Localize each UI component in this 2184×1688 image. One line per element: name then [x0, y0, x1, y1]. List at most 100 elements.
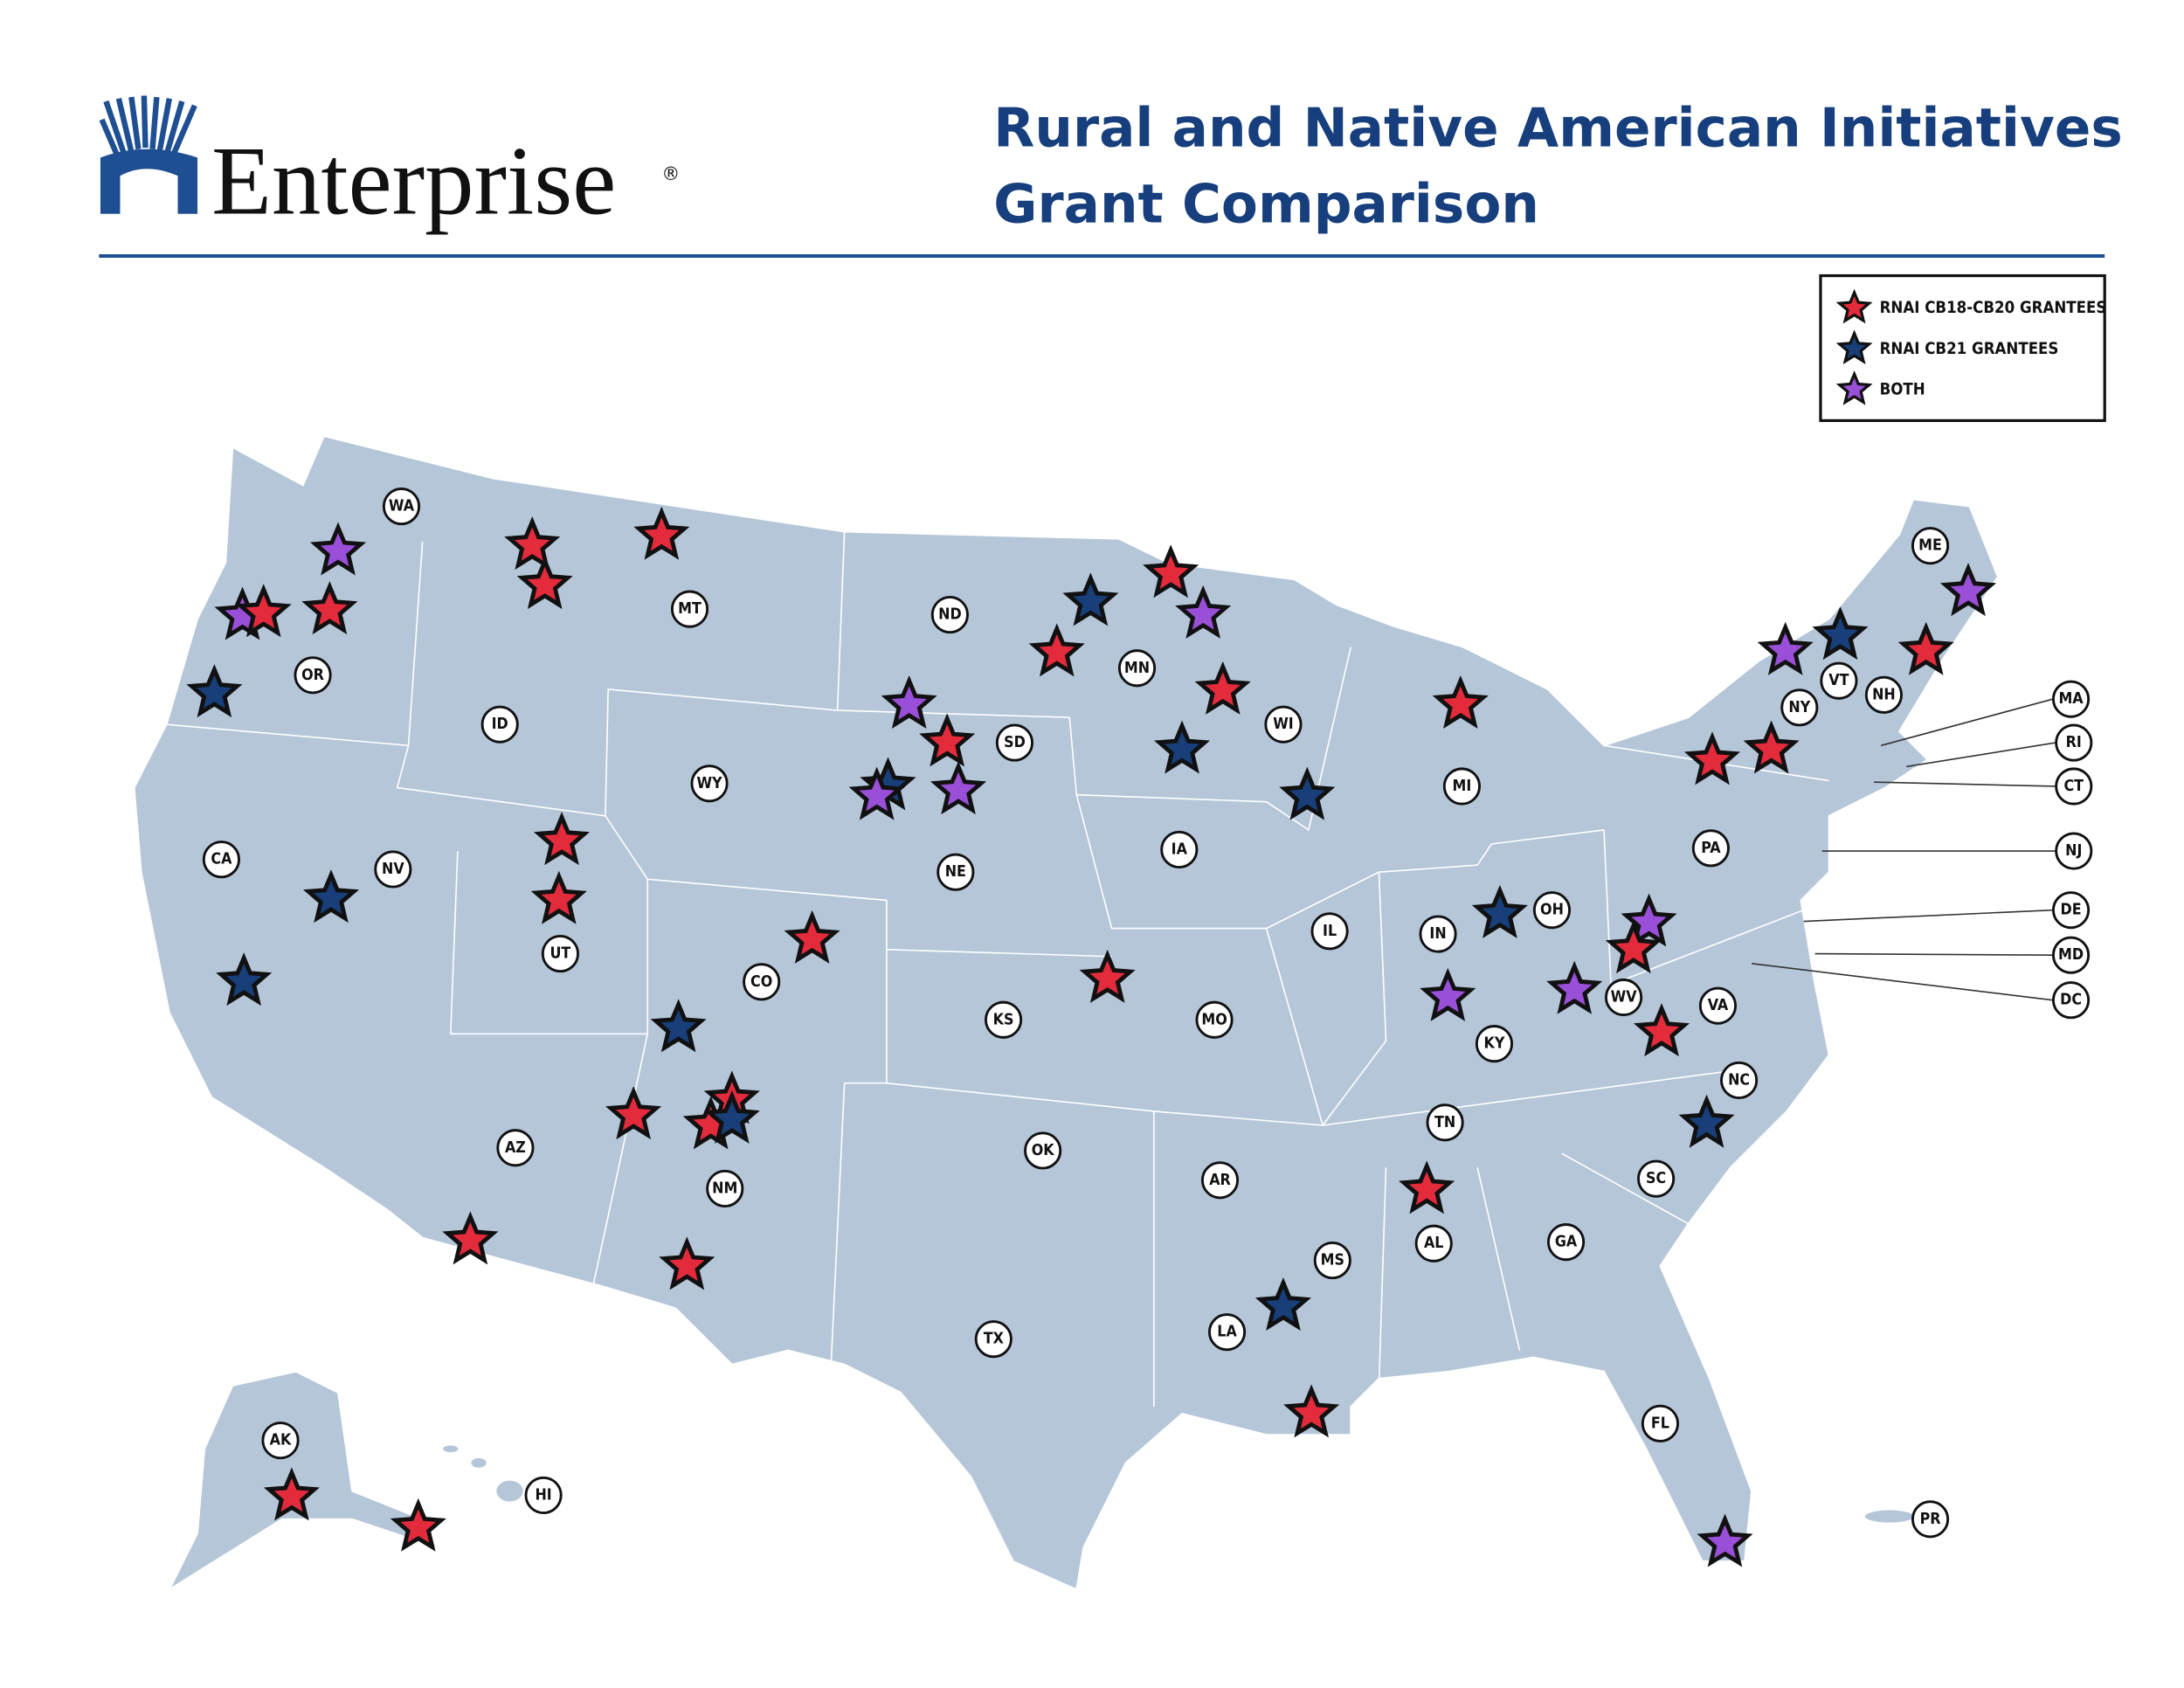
logo-registered: ®: [661, 163, 680, 184]
state-badge: [1264, 705, 1303, 744]
leader-line: [1751, 963, 2053, 1001]
grantee-star: [309, 522, 367, 576]
state-label: NC: [1728, 1071, 1750, 1089]
grantee-star: [235, 584, 292, 638]
grantee-star: [1471, 884, 1528, 938]
legend: RNAI CB18-CB20 GRANTEES RNAI CB21 GRANTEE…: [1835, 288, 2106, 405]
grantee-star: [1939, 563, 1997, 617]
state-badge: [1117, 649, 1157, 688]
grantee-star: [301, 581, 358, 635]
state-badge: [1720, 1061, 1759, 1100]
state-label: SD: [1004, 734, 1026, 751]
grantee-star: [1897, 621, 1954, 675]
state-label: VT: [1828, 672, 1849, 689]
state-label: NE: [945, 863, 966, 881]
hawaii: [469, 1456, 488, 1470]
state-label: WI: [1273, 716, 1294, 733]
state-badge: [1024, 1131, 1062, 1170]
state-label: SC: [1646, 1170, 1666, 1187]
state-label: ID: [492, 716, 508, 733]
legend-label: RNAI CB21 GRANTEES: [1880, 340, 2059, 358]
state-label: NM: [712, 1180, 737, 1197]
state-badge: [382, 488, 421, 526]
grantee-star: [1079, 949, 1136, 1003]
state-badge: [2051, 981, 2091, 1020]
puerto-rico: [1863, 1508, 1916, 1525]
state-label: MS: [1321, 1252, 1344, 1269]
state-badge: [524, 1476, 563, 1515]
state-badge: [1780, 688, 1819, 727]
state-badge: [480, 705, 519, 744]
stars: [186, 506, 1997, 1567]
us-map: [133, 434, 1999, 1592]
grantee-star: [1634, 1003, 1690, 1057]
state-label: MA: [2058, 690, 2084, 708]
title-line: Rural and Native American Initiatives: [993, 97, 2122, 159]
state-label: CO: [750, 973, 772, 991]
grantee-star: [784, 910, 840, 964]
hawaii: [441, 1443, 460, 1455]
state-label: CA: [211, 851, 232, 868]
grantee-star: [1605, 920, 1662, 974]
grantee-star: [530, 870, 587, 924]
state-badge: [1200, 1161, 1240, 1200]
grantee-star: [633, 506, 690, 560]
state-label: PA: [1701, 840, 1721, 857]
grantee-star: [605, 1086, 662, 1140]
state-badge: [1414, 1224, 1453, 1263]
state-badge: [1160, 830, 1199, 869]
state-label: KS: [993, 1011, 1014, 1028]
legend-star: [1835, 370, 1873, 405]
grantee-star: [1678, 1094, 1735, 1148]
state-badge: [2051, 936, 2091, 974]
grantee-star: [1028, 623, 1085, 677]
state-badge: [1911, 527, 1950, 565]
state-badge: [1864, 675, 1904, 714]
state-label: NY: [1788, 699, 1810, 716]
state-badge: [1310, 912, 1349, 951]
logo-arch: [100, 149, 198, 214]
alaska: [167, 1370, 439, 1592]
state-badge: [496, 1129, 535, 1167]
state-label: CT: [2063, 778, 2084, 795]
state-label: DC: [2060, 992, 2082, 1009]
state-label: GA: [1555, 1234, 1578, 1251]
state-badge: [706, 1169, 744, 1208]
state-label: LA: [1217, 1324, 1237, 1341]
logo-text: Enterprise: [211, 128, 616, 236]
state-label: WY: [697, 775, 723, 792]
grantee-star: [1812, 606, 1869, 661]
state-badge: [1442, 767, 1482, 806]
state-badge: [995, 723, 1034, 762]
state-label: ND: [938, 606, 962, 624]
state-badge: [1313, 1241, 1351, 1280]
state-label: NV: [382, 861, 404, 878]
state-badge: [261, 1422, 300, 1460]
state-label: ME: [1918, 537, 1942, 555]
state-badge: [1698, 986, 1738, 1025]
grantee-star: [1432, 675, 1489, 729]
grantee-star: [848, 766, 905, 820]
state-label: UT: [550, 945, 571, 963]
leader-line: [1874, 781, 2056, 787]
grantee-star: [1697, 1513, 1753, 1567]
state-label: NH: [1872, 686, 1896, 703]
contiguous-us: [133, 434, 1999, 1591]
state-label: AL: [1424, 1235, 1443, 1252]
grantee-star: [1194, 661, 1251, 715]
grantee-star: [1546, 960, 1603, 1014]
state-badge: [2055, 767, 2093, 806]
state-badge: [1475, 1025, 1514, 1063]
grantee-star: [1757, 621, 1814, 675]
state-badge: [1641, 1404, 1680, 1442]
state-label: OR: [301, 667, 324, 684]
grantee-star: [216, 952, 273, 1007]
state-badge: [984, 1000, 1023, 1039]
state-badge: [1426, 1103, 1464, 1142]
state-label: PR: [1920, 1511, 1941, 1528]
grantee-star: [881, 675, 937, 729]
grantee-star: [302, 869, 360, 924]
state-label: OK: [1032, 1142, 1055, 1159]
grantee-star: [703, 1090, 760, 1144]
